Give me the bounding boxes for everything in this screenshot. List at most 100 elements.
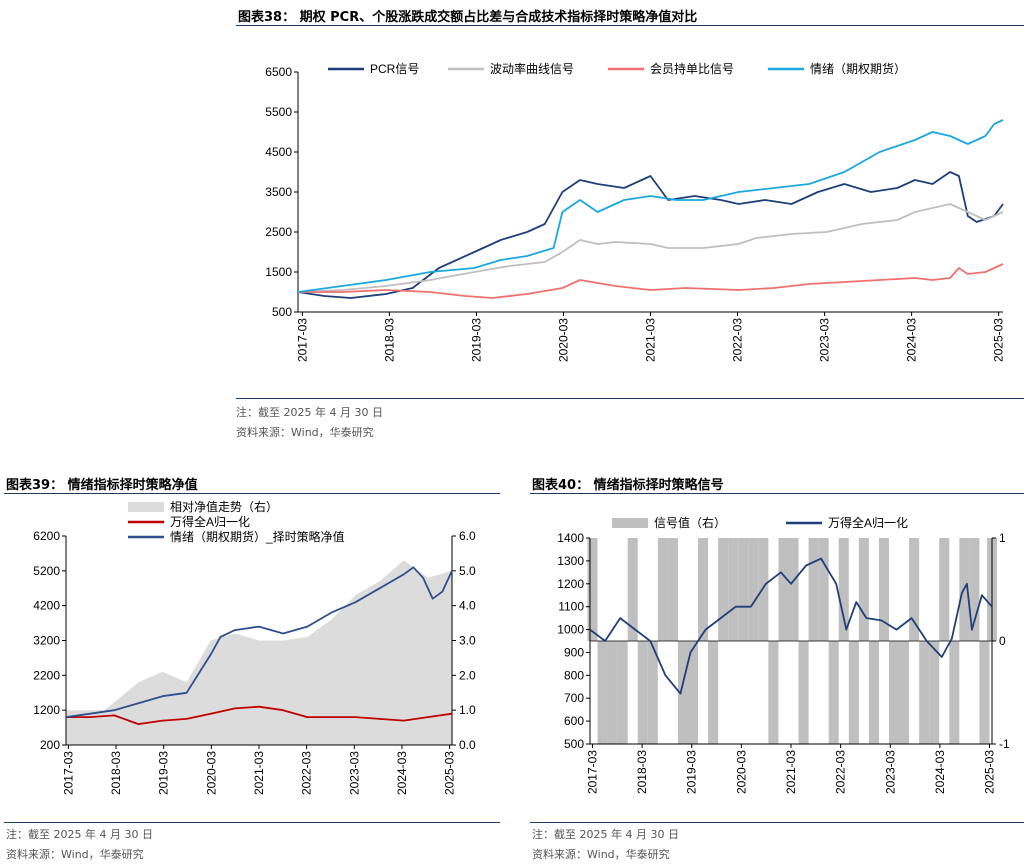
signal-bar <box>929 641 940 744</box>
x-tick-label: 2024-03 <box>395 751 409 795</box>
signal-bar <box>838 538 849 641</box>
signal-bar <box>909 538 920 641</box>
y-tick-label: 2200 <box>33 668 60 682</box>
series-line-series <box>298 263 1004 299</box>
signal-bar <box>979 641 990 744</box>
x-tick-label: 2020-03 <box>204 751 218 795</box>
signal-bar <box>698 538 709 641</box>
series-line-series <box>65 566 453 718</box>
legend-swatch <box>612 518 648 528</box>
x-tick-label: 2017-03 <box>295 318 309 362</box>
signal-bar <box>899 641 910 744</box>
y-tick-label: 1500 <box>265 265 292 279</box>
x-tick-label: 2018-03 <box>635 750 649 794</box>
fig38-bottom-rule <box>236 398 1024 399</box>
signal-bar <box>667 538 678 641</box>
series-line-pcr <box>297 171 1004 299</box>
signal-bar <box>708 641 719 744</box>
signal-bar <box>738 538 749 641</box>
legend-label: 相对净值走势（右） <box>170 499 278 514</box>
y-tick-label: 4200 <box>33 599 60 613</box>
y-tick-label: 200 <box>40 738 60 752</box>
signal-bars <box>587 538 998 744</box>
y-tick-label: 1100 <box>558 600 584 614</box>
signal-bar <box>969 538 980 641</box>
signal-bar <box>607 641 618 744</box>
x-tick-label: 2020-03 <box>734 750 748 794</box>
chart-fig40: 500 600 700 800 900 1000 1100 1200 1300 1400 -1 0 1 2… <box>557 515 1010 794</box>
series-line-a <box>589 557 993 695</box>
signal-bar <box>617 641 628 744</box>
y2-tick-label: 4.0 <box>459 599 476 613</box>
fig40-title: 图表40： 情绪指标择时策略信号 <box>532 478 724 493</box>
x-tick-label: 2020-03 <box>556 318 570 362</box>
x-tick-label: 2022-03 <box>300 751 314 795</box>
y-tick-label: 900 <box>564 645 584 659</box>
fig38-source: 资料来源：Wind，华泰研究 <box>236 426 374 439</box>
y2-tick-label: 5.0 <box>459 564 476 578</box>
legend-label: 情绪（期权期货）_择时策略净值 <box>170 529 345 544</box>
fig40-source: 资料来源：Wind，华泰研究 <box>532 848 670 861</box>
fig39-title: 图表39： 情绪指标择时策略净值 <box>6 478 198 493</box>
x-tick-label: 2022-03 <box>731 318 745 362</box>
x-tick-label: 2025-03 <box>983 750 997 794</box>
fig38-title-rule <box>236 25 1024 26</box>
series-line-series <box>297 119 1004 293</box>
legend-label: 万得全A归一化 <box>828 515 908 530</box>
y-tick-label: 6200 <box>33 529 60 543</box>
y-tick-label: 600 <box>564 714 584 728</box>
signal-bar <box>677 641 688 744</box>
signal-bar <box>637 641 648 744</box>
y-tick-label: 1400 <box>557 531 584 545</box>
x-tick-label: 2017-03 <box>585 750 599 794</box>
signal-bar <box>858 538 869 641</box>
y2-tick-label: 1 <box>999 531 1006 545</box>
x-tick-label: 2018-03 <box>109 751 123 795</box>
x-tick-label: 2019-03 <box>157 751 171 795</box>
fig39-bottom-rule <box>4 822 500 823</box>
legend-label: 情绪（期权期货） <box>810 61 906 76</box>
y-tick-label: 3500 <box>265 185 292 199</box>
x-tick-label: 2018-03 <box>382 318 396 362</box>
y-tick-label: 700 <box>564 691 584 705</box>
y-tick-label: 3200 <box>33 634 60 648</box>
y-tick-label: 5200 <box>33 564 60 578</box>
x-tick-label: 2025-03 <box>443 751 457 795</box>
signal-bar <box>778 538 789 641</box>
signal-bar <box>848 641 859 744</box>
x-tick-label: 2023-03 <box>883 750 897 794</box>
y2-tick-label: -1 <box>999 737 1010 751</box>
legend-label: 会员持单比信号 <box>650 61 734 76</box>
y-tick-label: 1300 <box>557 554 584 568</box>
y2-tick-label: 6.0 <box>459 529 476 543</box>
signal-bar <box>718 538 729 641</box>
fig40-title-rule <box>530 493 1024 494</box>
y-tick-label: 1200 <box>557 577 584 591</box>
series-line-a <box>66 705 453 725</box>
fig40-bottom-rule <box>530 822 1024 823</box>
x-tick-label: 2024-03 <box>933 750 947 794</box>
y2-tick-label: 2.0 <box>459 668 476 682</box>
x-tick-label: 2025-03 <box>992 318 1006 362</box>
fig39-title-rule <box>4 493 500 494</box>
x-tick-label: 2019-03 <box>685 750 699 794</box>
legend-swatch <box>128 502 164 512</box>
x-tick-label: 2023-03 <box>347 751 361 795</box>
signal-bar <box>687 641 699 744</box>
fig38-title: 图表38： 期权 PCR、个股涨跌成交额占比差与合成技术指标择时策略净值对比 <box>238 10 698 25</box>
signal-bar <box>818 538 829 641</box>
series-line-series <box>297 203 1004 293</box>
signal-bar <box>647 641 658 744</box>
y2-tick-label: 3.0 <box>459 634 476 648</box>
y-tick-label: 800 <box>564 668 584 682</box>
chart-fig38: 500 1500 2500 3500 4500 5500 6500 2017-03 2018-0… <box>265 61 1006 362</box>
signal-bar <box>597 641 608 744</box>
fig39-note: 注：截至 2025 年 4 月 30 日 <box>6 828 153 841</box>
signal-bar <box>627 538 638 641</box>
signal-bar <box>808 538 819 641</box>
y-tick-label: 1000 <box>557 623 584 637</box>
x-tick-label: 2021-03 <box>644 318 658 362</box>
signal-bar <box>828 641 839 744</box>
x-tick-label: 2024-03 <box>905 318 919 362</box>
signal-bar <box>939 538 950 641</box>
